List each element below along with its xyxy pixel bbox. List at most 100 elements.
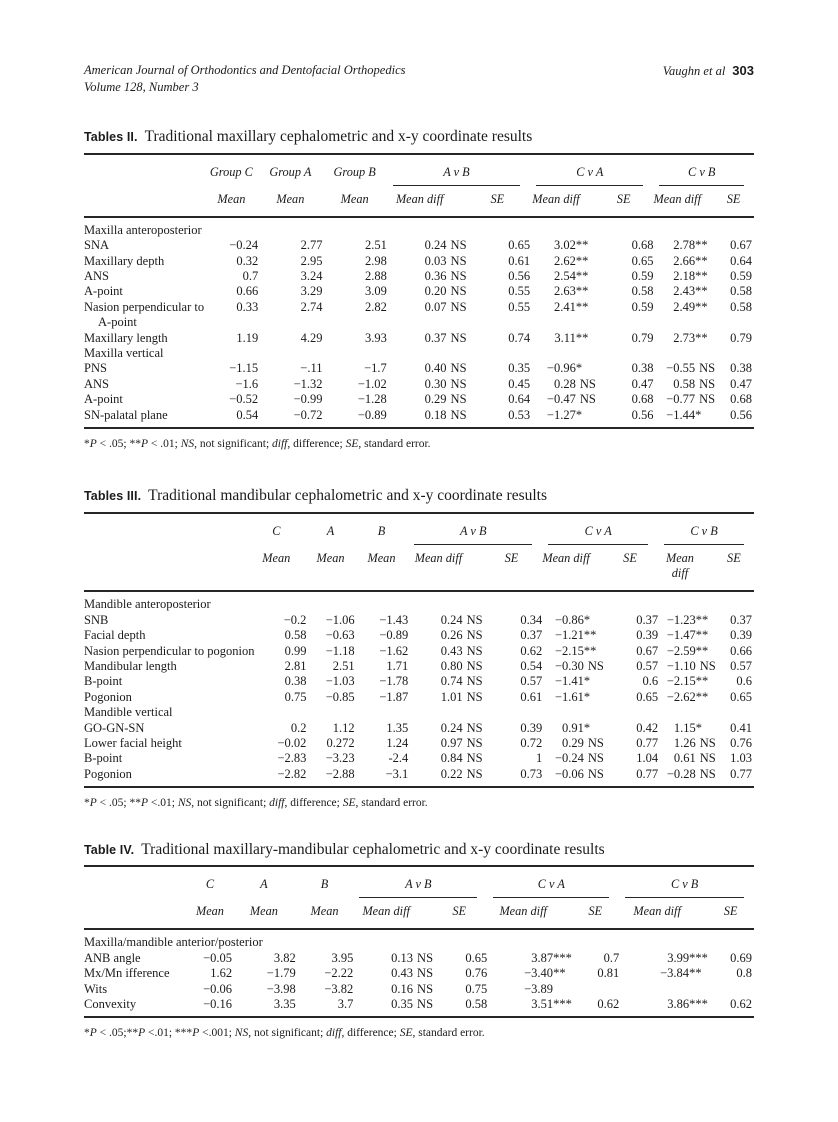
- table-row: ANS −1.6 −1.32 −1.02 0.30 NS 0.45 0.28 NS 0.47 0.5…: [84, 377, 754, 392]
- value-cell: 0.6: [642, 674, 659, 689]
- significance-marker: **: [695, 643, 709, 658]
- significance-marker: NS: [417, 966, 434, 981]
- significance-marker: **: [695, 674, 709, 689]
- value-cell: 0.8: [736, 966, 752, 981]
- value-cell: 3.7: [337, 996, 354, 1011]
- sub-header-row: Mean Mean Mean Mean diff SE Mean diff SE Mean d…: [84, 898, 754, 931]
- value-cell: −2.82: [277, 766, 307, 781]
- value-cell: 0.54: [520, 658, 543, 673]
- column-header: Mean: [232, 898, 296, 931]
- significance-marker: NS: [699, 735, 716, 750]
- comparison-group-header: C v A: [487, 866, 619, 899]
- value-cell: −.11: [300, 361, 323, 376]
- significance-marker: NS: [417, 996, 434, 1011]
- value-cell: 3.11**: [530, 331, 598, 346]
- value-cell: 0.41: [730, 720, 752, 735]
- table-iv-label: Table IV.: [84, 842, 135, 857]
- comparison-group-header: A v B: [353, 866, 487, 899]
- value-cell: −2.83: [277, 751, 307, 766]
- value-cell: 2.98: [364, 253, 387, 268]
- value-cell: −2.15**: [658, 674, 718, 689]
- group-column-header: C: [272, 524, 281, 539]
- significance-marker: **: [695, 299, 708, 314]
- empty-header: [84, 898, 188, 931]
- value-cell: 0.76: [730, 735, 752, 750]
- value-cell: 0.35: [508, 361, 531, 376]
- row-label: ANS: [84, 376, 110, 391]
- row-label: GO-GN-SN: [84, 720, 145, 735]
- value-cell: −1.21**: [542, 628, 606, 643]
- significance-marker: NS: [450, 269, 467, 284]
- table-ii-title: Tables II. Traditional maxillary cephalom…: [84, 128, 754, 146]
- diff-value: 2.62: [553, 253, 576, 268]
- value-cell: −1.41*: [542, 674, 606, 689]
- table-row: PNS −1.15 −.11 −1.7 0.40 NS 0.35 −0.96* 0.38 −0.5…: [84, 361, 754, 376]
- value-cell: 1.19: [236, 330, 259, 345]
- comparison-group-header: C v A: [530, 154, 653, 186]
- significance-marker: NS: [699, 376, 716, 391]
- diff-value: −2.15: [666, 674, 696, 689]
- value-cell: 0.65: [631, 253, 654, 268]
- row-label: A-point: [84, 284, 123, 299]
- value-cell: 0.64: [730, 253, 752, 268]
- value-cell: 0.81: [597, 966, 620, 981]
- significance-marker: **: [575, 299, 589, 314]
- column-header: Mean: [204, 185, 259, 218]
- value-cell: −1.02: [357, 376, 387, 391]
- significance-marker: **: [575, 269, 589, 284]
- value-cell: −0.47 NS: [530, 392, 598, 407]
- column-header: Mean diff: [619, 898, 712, 931]
- diff-value: −3.89: [524, 981, 554, 996]
- value-cell: −1.32: [293, 376, 323, 391]
- value-cell: 0.39: [730, 628, 752, 643]
- value-cell: 0.28 NS: [530, 377, 598, 392]
- value-cell: 0.65: [508, 238, 531, 253]
- comparison-group-header: C v B: [619, 866, 754, 899]
- table-row: Lower facial height −0.02 0.272 1.24 0.97 NS 0…: [84, 736, 754, 751]
- value-cell: 0.74 NS: [408, 674, 484, 689]
- row-label: Mx/Mn ifference: [84, 966, 170, 981]
- significance-marker: *: [575, 361, 583, 376]
- diff-value: 0.18: [424, 407, 447, 422]
- table-iv-title: Table IV. Traditional maxillary-mandibula…: [84, 841, 754, 859]
- value-cell: 0.20 NS: [387, 284, 469, 299]
- empty-header: [84, 866, 188, 898]
- value-cell: 1.15*: [658, 721, 718, 736]
- value-cell: 2.95: [300, 253, 323, 268]
- value-cell: 0.58: [284, 628, 307, 643]
- value-cell: 1.03: [730, 751, 752, 766]
- value-cell: 0.36 NS: [387, 269, 469, 284]
- value-cell: −3.84**: [619, 966, 711, 981]
- table-row: Maxilla/mandible anterior/posterior: [84, 929, 754, 950]
- value-cell: −1.7: [364, 361, 387, 376]
- row-label: ANS: [84, 269, 110, 284]
- section-label: Maxilla anteroposterior: [84, 222, 202, 237]
- table-row: Nasion perpendicular to pogonion 0.99 −1.1…: [84, 644, 754, 659]
- significance-marker: NS: [699, 392, 716, 407]
- value-cell: 3.99***: [619, 951, 711, 966]
- value-cell: 3.87***: [487, 951, 575, 966]
- column-header: Mean diff: [542, 545, 606, 593]
- value-cell: 0.65: [730, 689, 752, 704]
- empty-header: [84, 154, 205, 186]
- row-label: Wits: [84, 981, 108, 996]
- value-cell: 0.45: [508, 376, 531, 391]
- diff-value: 0.80: [440, 658, 463, 673]
- value-cell: 1.12: [332, 720, 355, 735]
- value-cell: 3.86***: [619, 997, 711, 1017]
- value-cell: 0.99: [284, 643, 307, 658]
- diff-value: −2.15: [554, 643, 584, 658]
- column-header: Mean diff: [653, 185, 718, 218]
- row-label: B-point: [84, 674, 123, 689]
- value-cell: 0.75: [465, 981, 488, 996]
- value-cell: −3.82: [324, 981, 354, 996]
- diff-value: 0.35: [391, 996, 414, 1011]
- diff-value: 2.78: [673, 238, 696, 253]
- diff-value: 0.61: [673, 751, 696, 766]
- diff-value: 0.29: [424, 392, 447, 407]
- significance-marker: **: [553, 966, 566, 981]
- value-cell: 0.79: [631, 330, 654, 345]
- value-cell: −0.55 NS: [653, 361, 717, 376]
- section-label: Mandible anteroposterior: [84, 597, 211, 612]
